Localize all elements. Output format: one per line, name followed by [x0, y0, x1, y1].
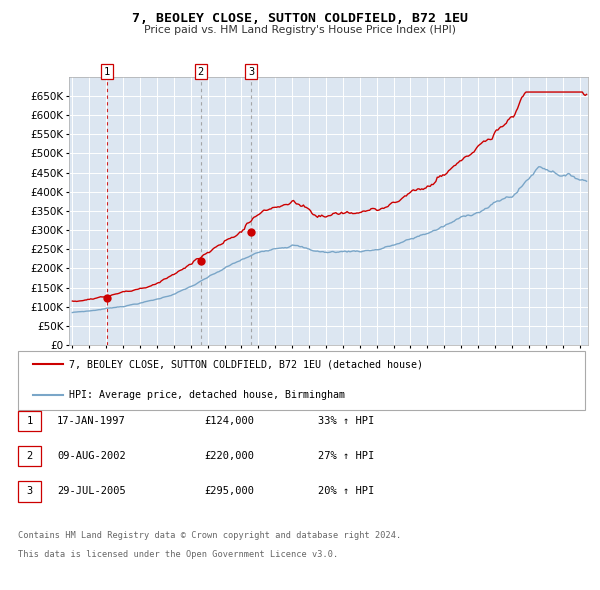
Text: £124,000: £124,000: [204, 416, 254, 425]
Text: 20% ↑ HPI: 20% ↑ HPI: [318, 487, 374, 496]
Text: HPI: Average price, detached house, Birmingham: HPI: Average price, detached house, Birm…: [69, 390, 345, 399]
Text: Contains HM Land Registry data © Crown copyright and database right 2024.: Contains HM Land Registry data © Crown c…: [18, 531, 401, 540]
Text: 3: 3: [248, 67, 254, 77]
Text: 7, BEOLEY CLOSE, SUTTON COLDFIELD, B72 1EU (detached house): 7, BEOLEY CLOSE, SUTTON COLDFIELD, B72 1…: [69, 359, 423, 369]
Text: 2: 2: [26, 451, 32, 461]
Text: Price paid vs. HM Land Registry's House Price Index (HPI): Price paid vs. HM Land Registry's House …: [144, 25, 456, 35]
Text: 1: 1: [26, 416, 32, 425]
Text: 3: 3: [26, 487, 32, 496]
Text: 1: 1: [104, 67, 110, 77]
Text: £220,000: £220,000: [204, 451, 254, 461]
Text: £295,000: £295,000: [204, 487, 254, 496]
Text: 17-JAN-1997: 17-JAN-1997: [57, 416, 126, 425]
Text: 29-JUL-2005: 29-JUL-2005: [57, 487, 126, 496]
Text: 7, BEOLEY CLOSE, SUTTON COLDFIELD, B72 1EU: 7, BEOLEY CLOSE, SUTTON COLDFIELD, B72 1…: [132, 12, 468, 25]
Text: 2: 2: [198, 67, 204, 77]
Text: This data is licensed under the Open Government Licence v3.0.: This data is licensed under the Open Gov…: [18, 550, 338, 559]
Text: 09-AUG-2002: 09-AUG-2002: [57, 451, 126, 461]
Text: 27% ↑ HPI: 27% ↑ HPI: [318, 451, 374, 461]
Text: 33% ↑ HPI: 33% ↑ HPI: [318, 416, 374, 425]
